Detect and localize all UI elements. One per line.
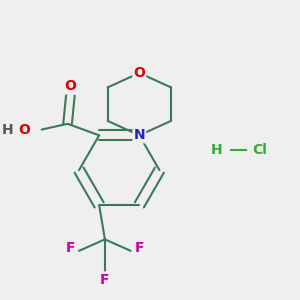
Text: O: O [134, 66, 145, 80]
Text: O: O [19, 122, 30, 136]
Text: F: F [100, 272, 110, 286]
Text: N: N [134, 128, 145, 142]
Text: H: H [211, 143, 223, 157]
Text: H: H [2, 122, 13, 136]
Text: F: F [135, 241, 144, 255]
Text: Cl: Cl [253, 143, 267, 157]
Text: O: O [64, 80, 76, 94]
Text: F: F [66, 241, 75, 255]
